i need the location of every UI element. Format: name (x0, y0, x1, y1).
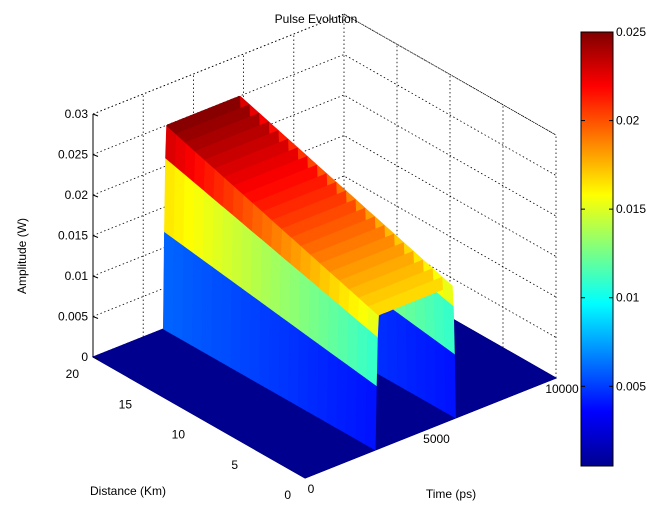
surface-patch (346, 364, 358, 440)
time-tick-label: 0 (308, 482, 315, 496)
surface-patch (347, 311, 359, 373)
surface-patch (425, 332, 437, 408)
surface-patch (396, 311, 408, 392)
surface-patch (259, 301, 271, 391)
surface-patch (318, 287, 330, 352)
surface-patch (405, 318, 418, 397)
surface-patch (162, 231, 175, 336)
surface-patch (386, 304, 399, 386)
surface-patch (444, 346, 456, 419)
surface-patch (326, 350, 339, 429)
amplitude-tick (92, 356, 99, 360)
surface-patch (355, 371, 368, 446)
colorbar-gradient (580, 31, 614, 467)
surface-patch (298, 271, 311, 338)
colorbar-tick-label: 0.01 (616, 291, 640, 305)
colorbar-tick-label: 0.015 (616, 202, 646, 216)
time-tick-label: 5000 (423, 432, 450, 446)
y-axis-label: Distance (Km) (90, 484, 166, 498)
surface-patch (241, 222, 253, 296)
colorbar: 0.005 0.01 0.015 0.02 0.025 (580, 25, 646, 467)
surface-patch (317, 343, 329, 424)
amplitude-tick-label: 0.03 (65, 107, 89, 121)
tick-labels: 00.0050.010.0150.020.0250.03051015200500… (58, 107, 579, 502)
surface-patch (327, 295, 340, 359)
surface-patch (268, 308, 281, 396)
surface-patch (183, 173, 195, 254)
grid-line-amplitude (92, 54, 557, 176)
amplitude-tick (92, 194, 99, 198)
surface-patch (270, 246, 282, 317)
surface-patch (434, 339, 447, 414)
surface-patch (202, 189, 215, 268)
surface-patch (230, 280, 242, 374)
surface-patch (231, 214, 243, 289)
amplitude-tick-label: 0 (81, 350, 88, 364)
distance-tick-label: 10 (172, 428, 186, 442)
surface-patch (443, 297, 455, 356)
amplitude-tick (92, 113, 99, 117)
surface-patch (260, 238, 272, 310)
surface-patch (211, 266, 223, 363)
surface-patch (307, 336, 319, 418)
grid-line-amplitude (92, 94, 557, 217)
surface-patch (337, 303, 349, 366)
amplitude-tick (92, 275, 99, 279)
amplitude-tick (92, 316, 99, 319)
surface-patch (308, 279, 321, 345)
colorbar-ticks: 0.005 0.01 0.015 0.02 0.025 (581, 25, 646, 393)
distance-tick-label: 15 (119, 397, 133, 411)
grid-line-amplitude (92, 13, 557, 136)
surface-patch (278, 315, 291, 402)
surface-patch (240, 287, 252, 380)
distance-tick-label: 20 (66, 367, 80, 381)
grid-line (343, 13, 557, 136)
surface-patch (191, 252, 204, 352)
surface-patch (289, 263, 301, 331)
surface-patch (336, 357, 348, 435)
surface-patch (279, 254, 292, 324)
colorbar-tick-label: 0.025 (616, 25, 646, 39)
grid-line-amplitude (92, 175, 557, 298)
amplitude-tick-label: 0.02 (65, 188, 89, 202)
surface-patch (221, 206, 234, 282)
surface-patch (250, 230, 263, 303)
amplitude-tick (92, 154, 99, 157)
distance-tick-label: 5 (231, 458, 238, 472)
amplitude-tick (92, 235, 99, 238)
surface-patch (249, 294, 262, 385)
grid-line-amplitude (92, 135, 557, 257)
amplitude-tick-label: 0.01 (65, 269, 89, 283)
chart-title: Pulse Evolution (275, 12, 358, 26)
amplitude-tick-label: 0.025 (58, 148, 88, 162)
surface-patch (164, 157, 176, 240)
amplitude-tick-label: 0.015 (58, 229, 88, 243)
surface-patch (192, 181, 205, 261)
surface-patch (201, 259, 213, 358)
amplitude-tick-label: 0.005 (58, 310, 88, 324)
distance-tick-label: 0 (284, 488, 291, 502)
x-axis-label: Time (ps) (426, 487, 476, 501)
surface-patch (182, 245, 194, 347)
surface-patch (212, 198, 224, 275)
surface-patch (356, 319, 369, 380)
surface-patch (173, 165, 186, 247)
surface-patch (415, 325, 428, 403)
time-tick-label: 10000 (545, 382, 579, 396)
colorbar-tick-label: 0.005 (616, 379, 646, 393)
z-axis-label: Amplitude (W) (15, 218, 29, 294)
surface-patch (172, 238, 185, 341)
surface-patch (365, 378, 377, 451)
surface-patch (297, 329, 310, 413)
pulse-surface (91, 95, 558, 479)
grid-line-amplitude (92, 216, 557, 338)
colorbar-tick-label: 0.02 (616, 114, 640, 128)
surface-patch (366, 328, 378, 387)
surface-patch (433, 289, 446, 349)
surface-patch (220, 273, 233, 369)
surface-patch (288, 322, 300, 407)
